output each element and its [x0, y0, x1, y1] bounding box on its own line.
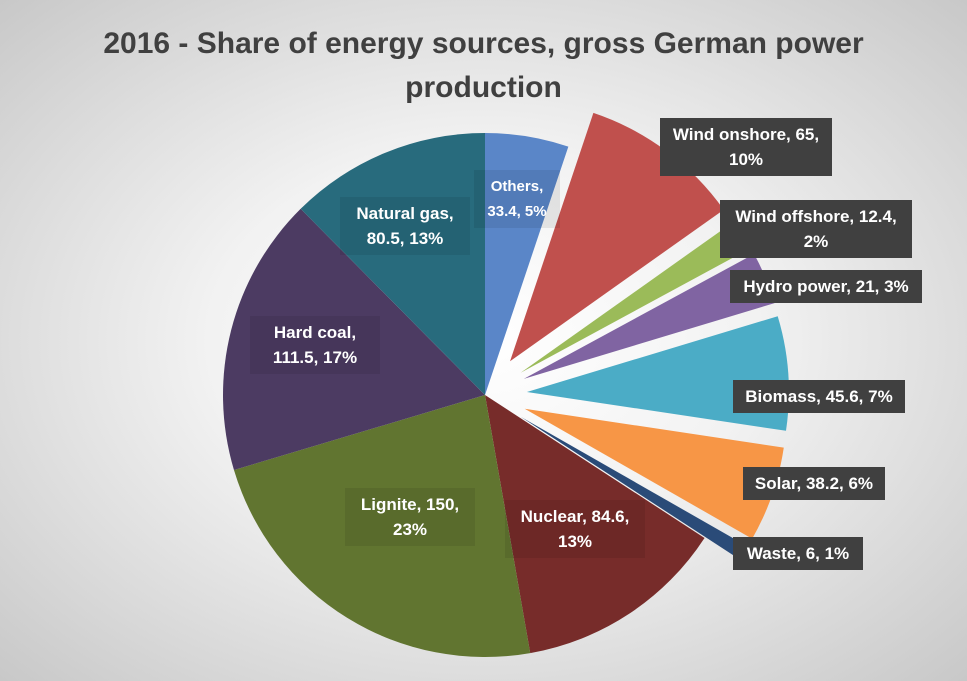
pie-slice: [524, 408, 784, 539]
data-label: Natural gas, 80.5, 13%: [340, 197, 470, 255]
data-label: Solar, 38.2, 6%: [743, 467, 885, 500]
data-label: Nuclear, 84.6, 13%: [505, 500, 645, 558]
chart-title: 2016 - Share of energy sources, gross Ge…: [103, 27, 864, 104]
data-label: Wind offshore, 12.4, 2%: [720, 200, 912, 258]
data-label: Waste, 6, 1%: [733, 537, 863, 570]
pie-slice: [520, 416, 749, 560]
pie-slice: [300, 133, 485, 395]
pie-slice: [526, 316, 789, 431]
pie-slice: [233, 395, 531, 657]
data-label: Hydro power, 21, 3%: [730, 270, 922, 303]
data-label: Others, 33.4, 5%: [474, 170, 560, 228]
pie-slice: [520, 221, 751, 373]
data-label: Wind onshore, 65, 10%: [660, 118, 832, 176]
pie-slice: [485, 395, 705, 654]
data-label: Lignite, 150, 23%: [345, 488, 475, 546]
data-label: Hard coal, 111.5, 17%: [250, 316, 380, 374]
pie-slice: [485, 133, 569, 395]
pie-slice: [223, 208, 485, 470]
pie-slice: [523, 253, 775, 379]
data-label: Biomass, 45.6, 7%: [733, 380, 905, 413]
